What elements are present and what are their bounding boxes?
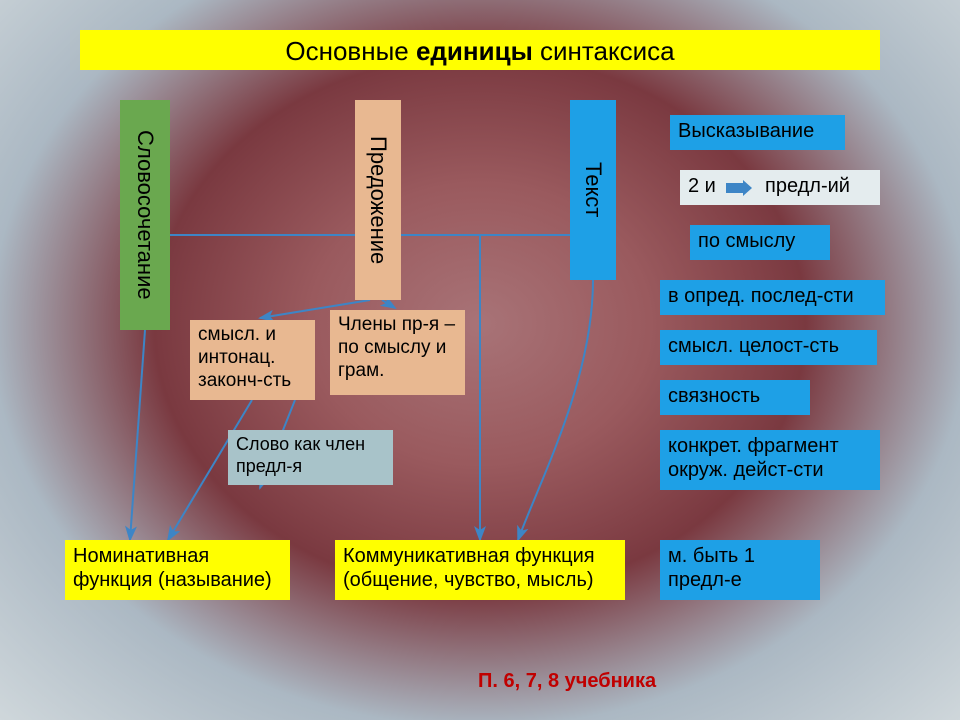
box-vyskaz: Высказывание — [670, 115, 845, 150]
box-posled: в опред. послед-сти — [660, 280, 885, 315]
arrow — [382, 300, 395, 308]
arrow-right-icon — [725, 180, 753, 196]
title-bar: Основные единицы синтаксиса — [80, 30, 880, 70]
footnote: П. 6, 7, 8 учебника — [470, 665, 730, 697]
col-predlozhenie: Предожение — [355, 100, 401, 300]
title-pre: Основные — [285, 36, 416, 66]
diagram-stage: Основные единицы синтаксиса Словосочетан… — [0, 0, 960, 720]
title-bold: единицы — [416, 36, 533, 66]
box-m-byt: м. быть 1 предл-е — [660, 540, 820, 600]
box-smysl-inton: смысл. и интонац. законч-сть — [190, 320, 315, 400]
box-celost: смысл. целост-сть — [660, 330, 877, 365]
arrow — [518, 280, 593, 540]
box-nominativ: Номинативная функция (называние) — [65, 540, 290, 600]
predlij-text: предл-ий — [765, 175, 850, 197]
col-tekst: Текст — [570, 100, 616, 280]
box-slovo-kak: Слово как член предл-я — [228, 430, 393, 485]
box-svyaz: связность — [660, 380, 810, 415]
box-kommun: Коммуникативная функция (общение, чувств… — [335, 540, 625, 600]
box-fragment: конкрет. фрагмент окруж. дейст-сти — [660, 430, 880, 490]
box-two-i: 2 и предл-ий — [680, 170, 880, 205]
two-i-text: 2 и — [688, 175, 716, 197]
col-slovosochetanie: Словосочетание — [120, 100, 170, 330]
title-post: синтаксиса — [533, 36, 675, 66]
box-chleny: Члены пр-я – по смыслу и грам. — [330, 310, 465, 395]
arrow — [130, 330, 145, 540]
box-po-smyslu: по смыслу — [690, 225, 830, 260]
